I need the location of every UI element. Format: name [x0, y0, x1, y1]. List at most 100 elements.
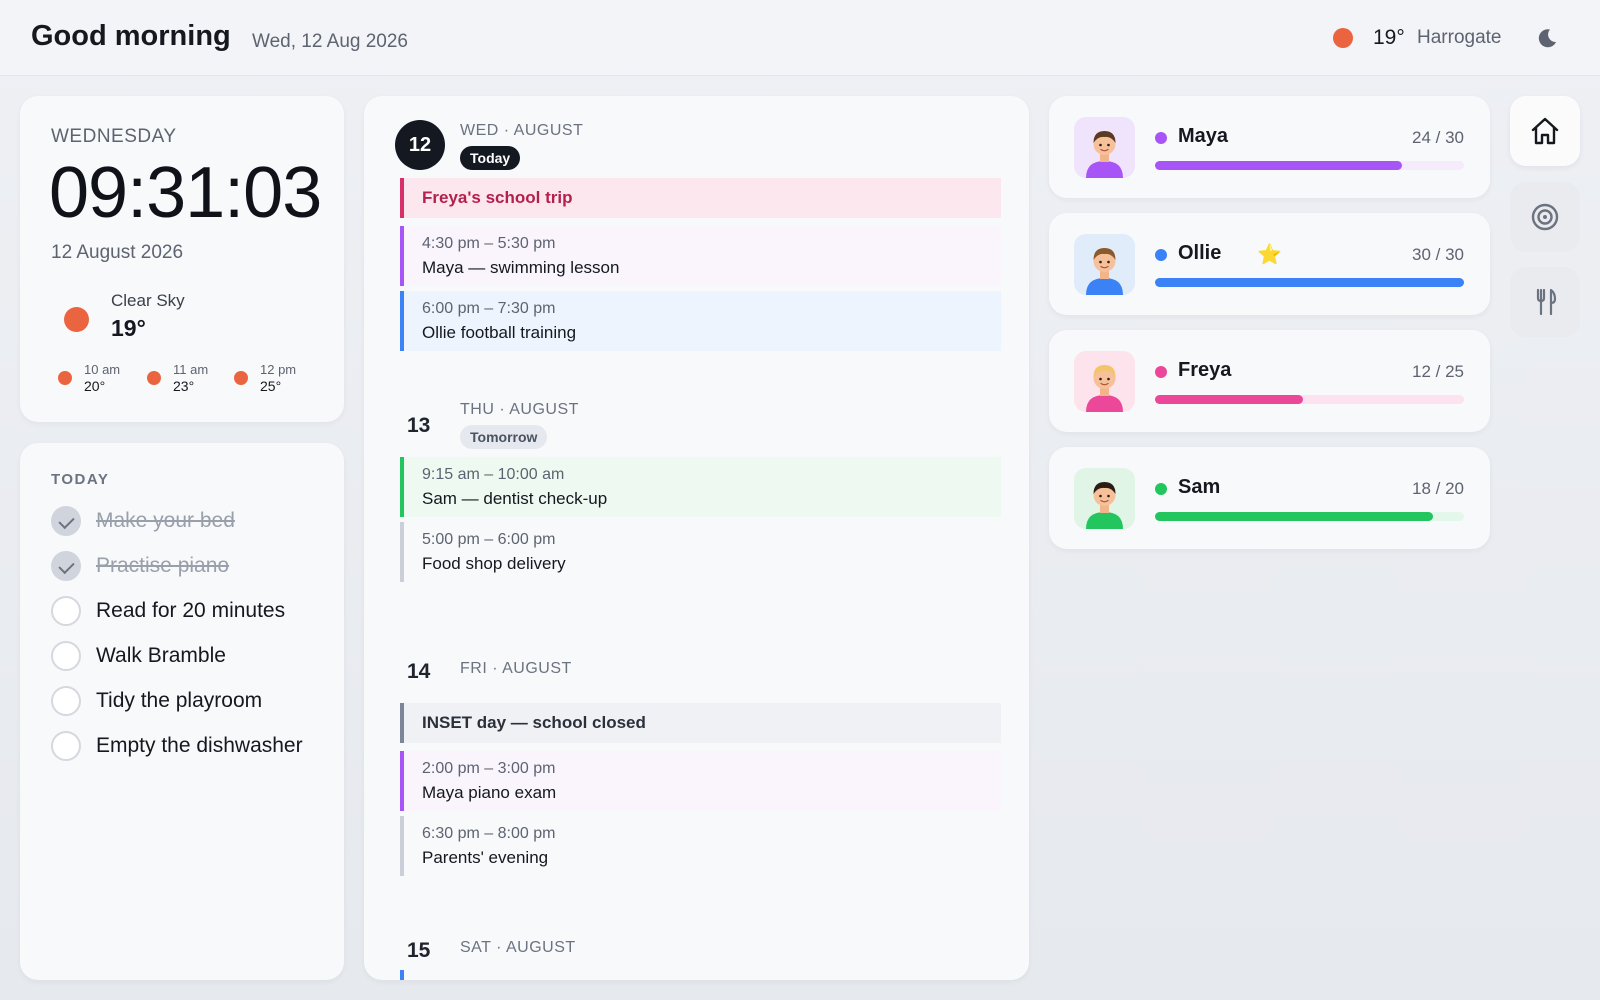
header-date: Wed, 12 Aug 2026	[252, 31, 408, 52]
todo-item[interactable]: Read for 20 minutes	[51, 595, 331, 627]
todo-label: Read for 20 minutes	[96, 599, 286, 622]
todo-item[interactable]: Tidy the playroom	[51, 685, 331, 717]
progress-bar-fill	[1155, 395, 1303, 404]
todo-item[interactable]: Practise piano	[51, 550, 331, 582]
event-title: Maya — swimming lesson	[422, 258, 620, 277]
member-name: Maya	[1178, 125, 1229, 147]
clock-weather-card: WEDNESDAY 09:31:03 12 August 2026 Clear …	[20, 96, 344, 422]
todo-label: Make your bed	[96, 509, 235, 532]
event-title: Food shop delivery	[422, 554, 566, 573]
member-score: 24 / 30	[1412, 128, 1464, 147]
forecast-time: 11 am	[173, 362, 209, 377]
sun-icon	[1333, 28, 1353, 48]
todo-card: TODAY Make your bed Practise piano Read fo…	[20, 443, 344, 980]
home-icon	[1531, 117, 1559, 145]
event-time: 9:15 am – 10:00 am	[422, 466, 565, 483]
member-name: Ollie	[1178, 242, 1222, 264]
day-header: THU · AUGUST	[460, 401, 579, 418]
calendar-event[interactable]: 5:00 pm – 6:00 pm Food shop delivery	[400, 522, 1001, 582]
progress-bar	[1155, 512, 1464, 521]
todo-label: Walk Bramble	[96, 644, 226, 667]
header-temperature: 19°	[1373, 26, 1405, 49]
moon-icon[interactable]	[1536, 27, 1558, 49]
todo-label: Practise piano	[96, 554, 230, 577]
event-time: 6:30 pm – 8:00 pm	[422, 825, 556, 842]
progress-bar-fill	[1155, 161, 1402, 170]
event-title: Freya's school trip	[422, 188, 573, 207]
member-name: Freya	[1178, 359, 1232, 381]
forecast-item: 10 am 20°	[58, 362, 138, 398]
avatar-illustration	[1074, 117, 1135, 178]
forecast-temp: 23°	[173, 378, 195, 394]
calendar-event[interactable]: 6:30 pm – 8:00 pm Parents' evening	[400, 816, 1001, 876]
avatar-illustration	[1074, 468, 1135, 529]
checked-checkbox[interactable]	[51, 551, 81, 581]
avatar	[1074, 117, 1135, 178]
day-header: WED · AUGUST	[460, 122, 584, 139]
todo-item[interactable]: Walk Bramble	[51, 640, 331, 672]
all-day-event[interactable]: Freya's school trip	[400, 178, 1001, 218]
checked-checkbox[interactable]	[51, 506, 81, 536]
family-member-card[interactable]: Maya 24 / 30	[1049, 96, 1490, 198]
clock-time: 09:31:03	[49, 153, 322, 233]
greeting: Good morning	[31, 20, 231, 52]
forecast-time: 10 am	[84, 362, 121, 377]
event-title: Maya piano exam	[422, 783, 557, 802]
sun-icon	[64, 307, 89, 332]
avatar	[1074, 234, 1135, 295]
member-score: 30 / 30	[1412, 245, 1464, 264]
day-number: 14	[407, 660, 431, 683]
member-color-dot	[1155, 483, 1167, 495]
day-number: 13	[407, 414, 431, 437]
calendar-event[interactable]: 9:15 am – 10:00 am Sam — dentist check-up	[400, 457, 1001, 517]
progress-bar	[1155, 161, 1464, 170]
calendar-event[interactable]: 4:30 pm – 5:30 pm Maya — swimming lesson	[400, 226, 1001, 286]
checkbox[interactable]	[51, 731, 81, 761]
avatar-illustration	[1074, 351, 1135, 412]
member-score: 12 / 25	[1412, 362, 1464, 381]
todo-item[interactable]: Empty the dishwasher	[51, 730, 331, 762]
todo-label: Tidy the playroom	[96, 689, 263, 712]
nav-meals-button[interactable]	[1510, 267, 1580, 337]
tomorrow-badge: Tomorrow	[460, 425, 548, 449]
avatar	[1074, 468, 1135, 529]
calendar-event[interactable]: 2:00 pm – 3:00 pm Maya piano exam	[400, 751, 1001, 811]
day-header: FRI · AUGUST	[460, 660, 572, 677]
nav-home-button[interactable]	[1510, 96, 1580, 166]
event-time: 2:00 pm – 3:00 pm	[422, 760, 556, 777]
progress-bar-fill	[1155, 512, 1433, 521]
progress-bar-fill	[1155, 278, 1464, 287]
forecast-temp: 25°	[260, 378, 282, 394]
checkbox[interactable]	[51, 686, 81, 716]
long-date: 12 August 2026	[51, 242, 184, 263]
event-title: INSET day — school closed	[422, 713, 646, 732]
family-member-card[interactable]: Freya 12 / 25	[1049, 330, 1490, 432]
calendar-event-partial	[400, 970, 404, 980]
member-score: 18 / 20	[1412, 479, 1464, 498]
day-number: 15	[407, 939, 431, 962]
progress-bar	[1155, 395, 1464, 404]
todo-title: TODAY	[51, 471, 110, 488]
family-member-card[interactable]: Ollie ⭐ 30 / 30	[1049, 213, 1490, 315]
day-header: SAT · AUGUST	[460, 939, 576, 956]
event-time: 5:00 pm – 6:00 pm	[422, 531, 556, 548]
forecast-time: 12 pm	[260, 362, 297, 377]
event-time: 6:00 pm – 7:30 pm	[422, 300, 556, 317]
member-color-dot	[1155, 132, 1167, 144]
todo-item[interactable]: Make your bed	[51, 505, 331, 537]
fork-knife-icon	[1536, 288, 1557, 316]
forecast-temp: 20°	[84, 378, 106, 394]
member-color-dot	[1155, 366, 1167, 378]
checkbox[interactable]	[51, 641, 81, 671]
nav-target-button[interactable]	[1510, 182, 1580, 252]
today-badge: Today	[460, 146, 521, 170]
top-header: Good morning Wed, 12 Aug 2026 19° Harrog…	[0, 0, 1600, 76]
all-day-event[interactable]: INSET day — school closed	[400, 703, 1001, 743]
checkbox[interactable]	[51, 596, 81, 626]
forecast-item: 11 am 23°	[147, 362, 227, 398]
calendar-event[interactable]: 6:00 pm – 7:30 pm Ollie football training	[400, 291, 1001, 351]
todo-label: Empty the dishwasher	[96, 734, 303, 757]
header-location[interactable]: Harrogate	[1417, 27, 1502, 48]
family-member-card[interactable]: Sam 18 / 20	[1049, 447, 1490, 549]
forecast-item: 12 pm 25°	[234, 362, 314, 398]
